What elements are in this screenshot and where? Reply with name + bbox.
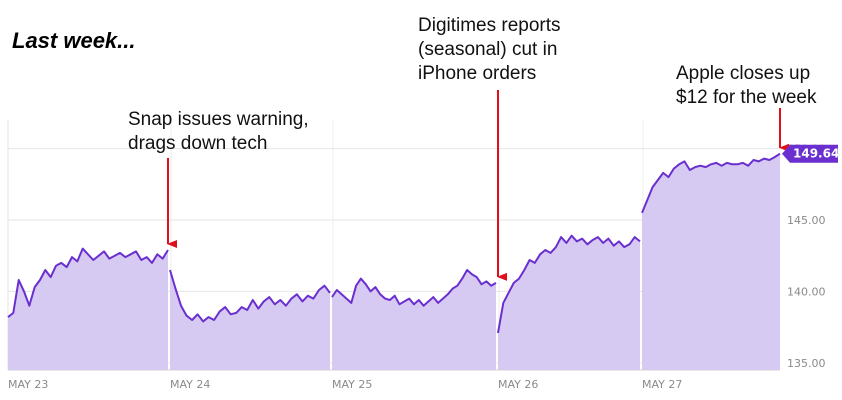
annotation-arrows	[167, 90, 789, 281]
x-tick-label: MAY 25	[332, 378, 372, 391]
y-tick-label: 135.00	[787, 357, 826, 370]
last-price-label: 149.64	[793, 147, 839, 161]
x-tick-label: MAY 23	[8, 378, 48, 391]
line-session-4	[497, 234, 641, 334]
x-tick-label: MAY 24	[170, 378, 210, 391]
area-session-1	[8, 248, 168, 370]
y-tick-label: 140.00	[787, 285, 826, 298]
x-tick-label: MAY 26	[498, 378, 538, 391]
area-session-2	[170, 270, 330, 370]
price-line	[7, 152, 781, 334]
last-price-badge: 149.64	[782, 144, 839, 163]
last-price-tag	[782, 144, 838, 163]
annotation-digitimes-report: Digitimes reports (seasonal) cut in iPho…	[418, 15, 561, 84]
line-session-1	[7, 247, 169, 318]
y-tick-label: 145.00	[787, 214, 826, 227]
line-session-2	[169, 269, 331, 323]
headline: Last week...	[12, 28, 136, 53]
annotation-apple-closes-up: Apple closes up $12 for the week	[676, 63, 817, 108]
x-tick-label: MAY 27	[642, 378, 682, 391]
price-area	[8, 153, 780, 370]
annotation-snap-warning: Snap issues warning, drags down tech	[128, 109, 309, 154]
line-session-5	[641, 152, 781, 214]
x-axis-ticks: MAY 23 MAY 24 MAY 25 MAY 26 MAY 27	[8, 378, 682, 391]
area-session-3	[332, 270, 496, 370]
area-session-4	[498, 235, 640, 370]
area-session-5	[642, 153, 780, 370]
line-session-3	[331, 269, 497, 307]
